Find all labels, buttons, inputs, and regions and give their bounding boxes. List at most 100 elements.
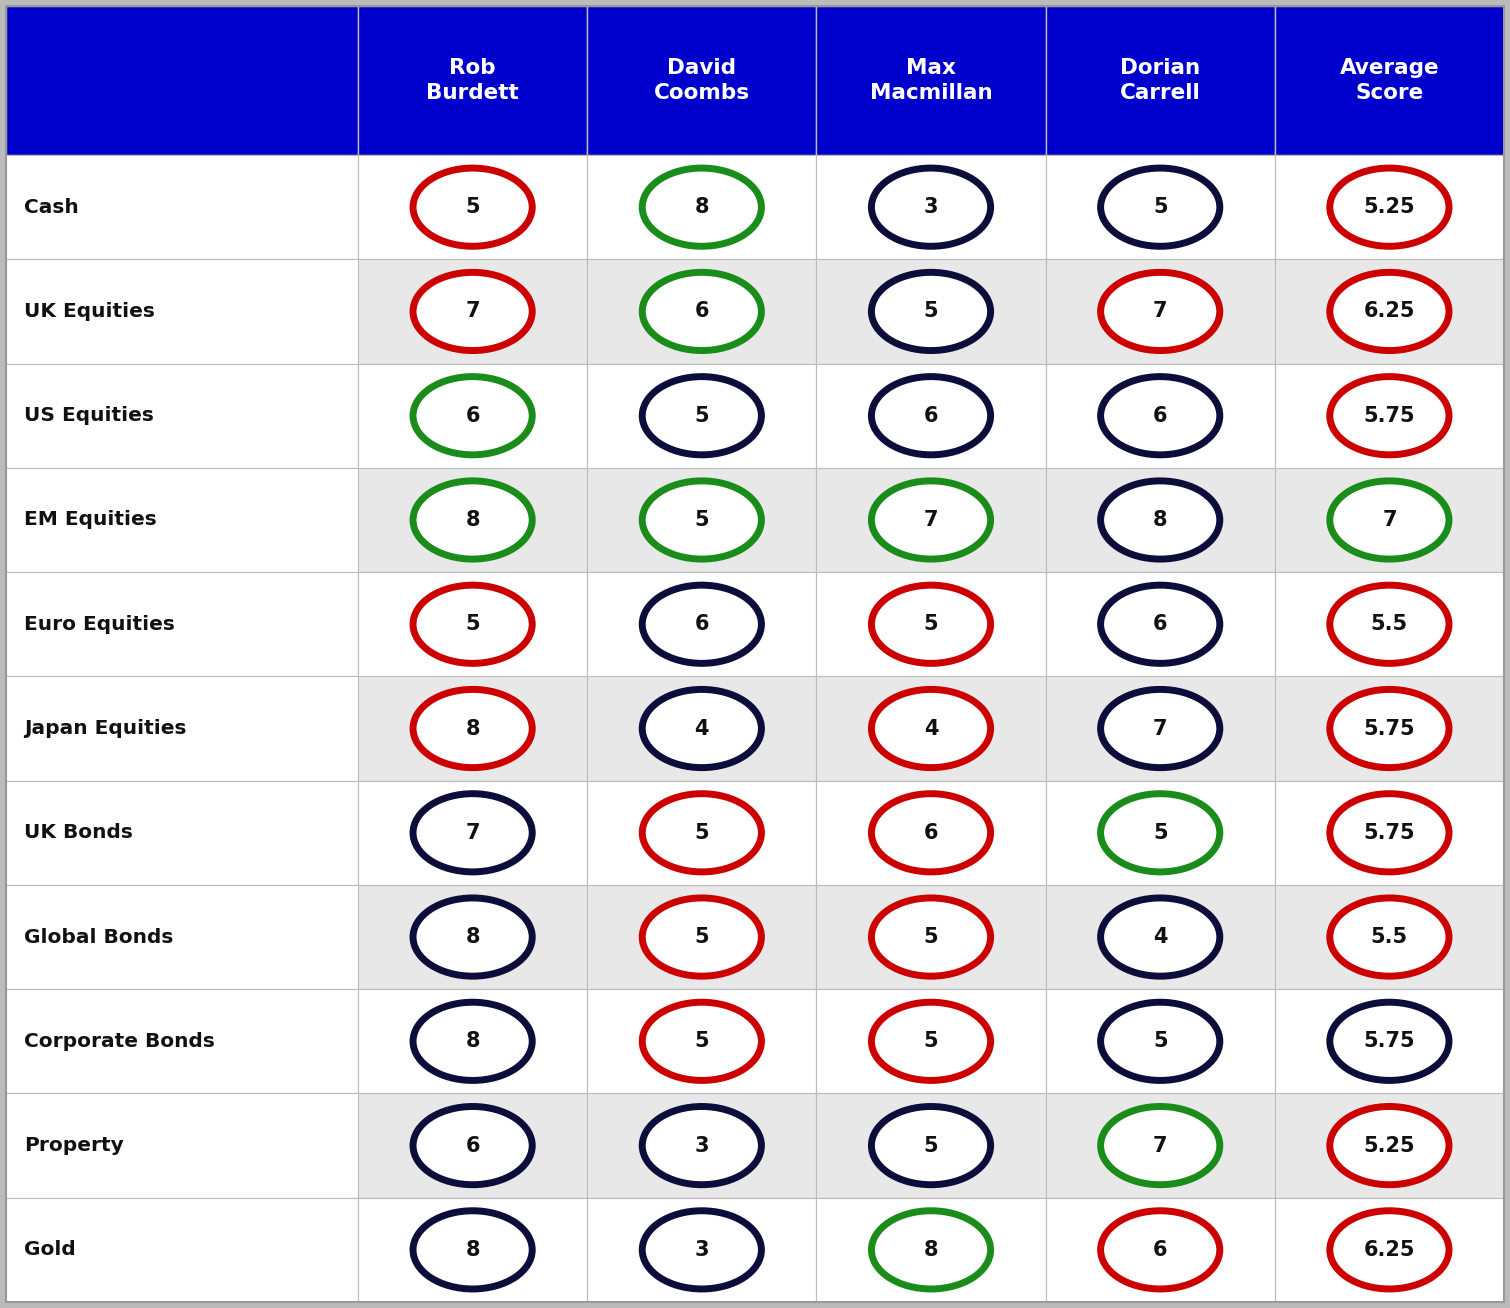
- Bar: [6, 468, 358, 572]
- Bar: [1045, 1198, 1274, 1301]
- Ellipse shape: [414, 272, 532, 351]
- Text: David
Coombs: David Coombs: [654, 58, 750, 103]
- Ellipse shape: [414, 481, 532, 559]
- Bar: [1274, 1198, 1504, 1301]
- Ellipse shape: [871, 585, 991, 663]
- Ellipse shape: [871, 794, 991, 872]
- Bar: [587, 468, 817, 572]
- Bar: [1045, 781, 1274, 886]
- Text: 6: 6: [1154, 1240, 1167, 1260]
- Bar: [817, 781, 1045, 886]
- Ellipse shape: [642, 899, 761, 976]
- Bar: [817, 364, 1045, 468]
- Ellipse shape: [642, 794, 761, 872]
- Bar: [1045, 7, 1274, 156]
- Bar: [358, 989, 587, 1093]
- Ellipse shape: [642, 1107, 761, 1185]
- Text: US Equities: US Equities: [24, 407, 154, 425]
- Text: 5: 5: [465, 198, 480, 217]
- Text: 3: 3: [695, 1135, 710, 1155]
- Bar: [587, 1198, 817, 1301]
- Bar: [587, 156, 817, 259]
- Text: 5: 5: [924, 1031, 938, 1052]
- Text: 8: 8: [1154, 510, 1167, 530]
- Ellipse shape: [1330, 481, 1450, 559]
- Ellipse shape: [414, 794, 532, 872]
- Ellipse shape: [414, 1002, 532, 1080]
- Text: 5: 5: [465, 615, 480, 634]
- Bar: [1045, 156, 1274, 259]
- Bar: [6, 572, 358, 676]
- Bar: [358, 1198, 587, 1301]
- Ellipse shape: [642, 689, 761, 768]
- Bar: [1274, 1093, 1504, 1198]
- Bar: [587, 259, 817, 364]
- Text: 5: 5: [1154, 1031, 1167, 1052]
- Bar: [1274, 886, 1504, 989]
- Ellipse shape: [642, 167, 761, 246]
- Text: Cash: Cash: [24, 198, 79, 217]
- Ellipse shape: [1330, 794, 1450, 872]
- Bar: [1045, 676, 1274, 781]
- Text: 8: 8: [465, 927, 480, 947]
- Bar: [1274, 259, 1504, 364]
- Text: 4: 4: [924, 718, 938, 739]
- Text: 5.25: 5.25: [1364, 1135, 1415, 1155]
- Text: 4: 4: [1154, 927, 1167, 947]
- Ellipse shape: [414, 899, 532, 976]
- Bar: [587, 676, 817, 781]
- Ellipse shape: [1101, 794, 1220, 872]
- Text: 5: 5: [1154, 823, 1167, 842]
- Text: 5.5: 5.5: [1371, 927, 1407, 947]
- Text: 7: 7: [465, 823, 480, 842]
- Ellipse shape: [1101, 1002, 1220, 1080]
- Bar: [587, 1093, 817, 1198]
- Bar: [1274, 7, 1504, 156]
- Bar: [587, 572, 817, 676]
- Bar: [6, 989, 358, 1093]
- Text: 5.25: 5.25: [1364, 198, 1415, 217]
- Bar: [358, 468, 587, 572]
- Text: 5: 5: [924, 927, 938, 947]
- Ellipse shape: [1330, 1107, 1450, 1185]
- Text: 7: 7: [1154, 301, 1167, 322]
- Bar: [6, 781, 358, 886]
- Text: 7: 7: [924, 510, 938, 530]
- Bar: [817, 989, 1045, 1093]
- Bar: [1274, 156, 1504, 259]
- Bar: [817, 468, 1045, 572]
- Bar: [587, 989, 817, 1093]
- Bar: [1274, 572, 1504, 676]
- Bar: [358, 886, 587, 989]
- Bar: [817, 676, 1045, 781]
- Text: 6: 6: [695, 301, 710, 322]
- Ellipse shape: [1101, 585, 1220, 663]
- Bar: [587, 364, 817, 468]
- Bar: [1274, 364, 1504, 468]
- Bar: [1045, 886, 1274, 989]
- Text: 8: 8: [465, 1240, 480, 1260]
- Bar: [6, 364, 358, 468]
- Text: Japan Equities: Japan Equities: [24, 719, 187, 738]
- Bar: [6, 7, 358, 156]
- Ellipse shape: [871, 1211, 991, 1288]
- Ellipse shape: [1101, 1107, 1220, 1185]
- Bar: [587, 7, 817, 156]
- Bar: [358, 364, 587, 468]
- Ellipse shape: [1101, 1211, 1220, 1288]
- Ellipse shape: [871, 1002, 991, 1080]
- Ellipse shape: [871, 689, 991, 768]
- Text: UK Equities: UK Equities: [24, 302, 156, 320]
- Ellipse shape: [642, 1211, 761, 1288]
- Text: 5: 5: [924, 615, 938, 634]
- Ellipse shape: [871, 1107, 991, 1185]
- Text: 3: 3: [924, 198, 938, 217]
- Text: Corporate Bonds: Corporate Bonds: [24, 1032, 214, 1050]
- Text: Max
Macmillan: Max Macmillan: [870, 58, 992, 103]
- Ellipse shape: [414, 689, 532, 768]
- Ellipse shape: [871, 899, 991, 976]
- Ellipse shape: [871, 377, 991, 455]
- Bar: [587, 781, 817, 886]
- Ellipse shape: [414, 167, 532, 246]
- Text: 8: 8: [465, 510, 480, 530]
